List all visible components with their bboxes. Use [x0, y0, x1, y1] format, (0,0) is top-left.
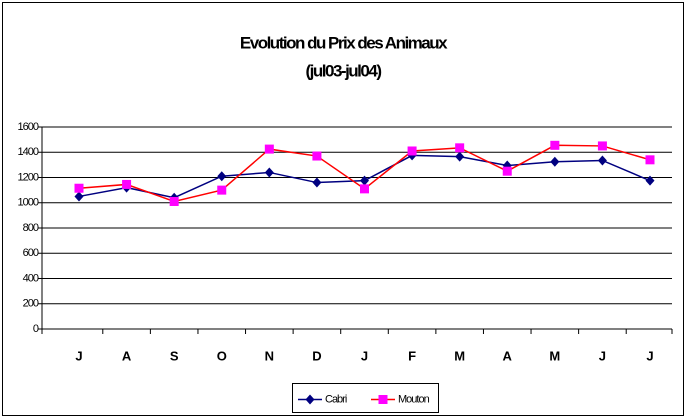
x-tick-label: M — [454, 348, 465, 363]
x-tick-label: D — [312, 348, 321, 363]
x-tick-label: J — [646, 348, 653, 363]
legend: Cabri Mouton — [292, 383, 439, 413]
y-tick-label: 200 — [23, 298, 39, 310]
marker — [217, 171, 227, 182]
x-tick-label: S — [170, 348, 179, 363]
y-tick-label: 400 — [23, 272, 39, 284]
y-tick-label: 800 — [23, 222, 39, 234]
marker — [74, 191, 84, 202]
legend-marker — [378, 395, 388, 404]
marker — [264, 144, 274, 154]
marker — [122, 179, 132, 189]
chart-subtitle: (jul03-jul04) — [306, 61, 382, 80]
marker — [74, 183, 84, 193]
marker — [502, 166, 512, 176]
marker — [312, 151, 322, 161]
legend-label: Cabri — [325, 393, 347, 405]
x-tick-label: J — [361, 348, 368, 363]
legend-box — [292, 383, 439, 413]
y-tick-label: 1200 — [18, 171, 39, 183]
marker — [455, 151, 465, 162]
x-tick-label: F — [408, 348, 416, 363]
y-tick-label: 1000 — [18, 197, 39, 209]
marker — [217, 185, 227, 195]
x-tick-label: A — [122, 348, 132, 363]
x-tick-label: J — [75, 348, 82, 363]
legend-label: Mouton — [398, 393, 430, 405]
y-tick-label: 1600 — [18, 121, 39, 133]
marker — [264, 167, 274, 178]
marker — [169, 196, 179, 206]
marker — [645, 155, 655, 165]
marker — [550, 156, 560, 167]
marker — [360, 175, 369, 186]
y-tick-label: 0 — [33, 323, 39, 335]
marker — [597, 155, 607, 166]
x-tick-label: A — [503, 348, 513, 363]
y-tick-label: 1400 — [18, 146, 39, 158]
marker — [407, 146, 417, 156]
y-tick-label: 600 — [23, 247, 39, 259]
chart-title: Evolution du Prix des Animaux — [240, 33, 448, 52]
x-tick-label: M — [549, 348, 560, 363]
x-tick-label: J — [599, 348, 606, 363]
x-tick-label: N — [265, 348, 274, 363]
marker — [645, 175, 655, 186]
marker — [360, 184, 369, 194]
marker — [455, 143, 465, 153]
marker — [550, 140, 560, 150]
x-tick-label: O — [217, 348, 227, 363]
marker — [312, 177, 322, 188]
legend-marker — [305, 394, 315, 405]
marker — [597, 141, 607, 151]
